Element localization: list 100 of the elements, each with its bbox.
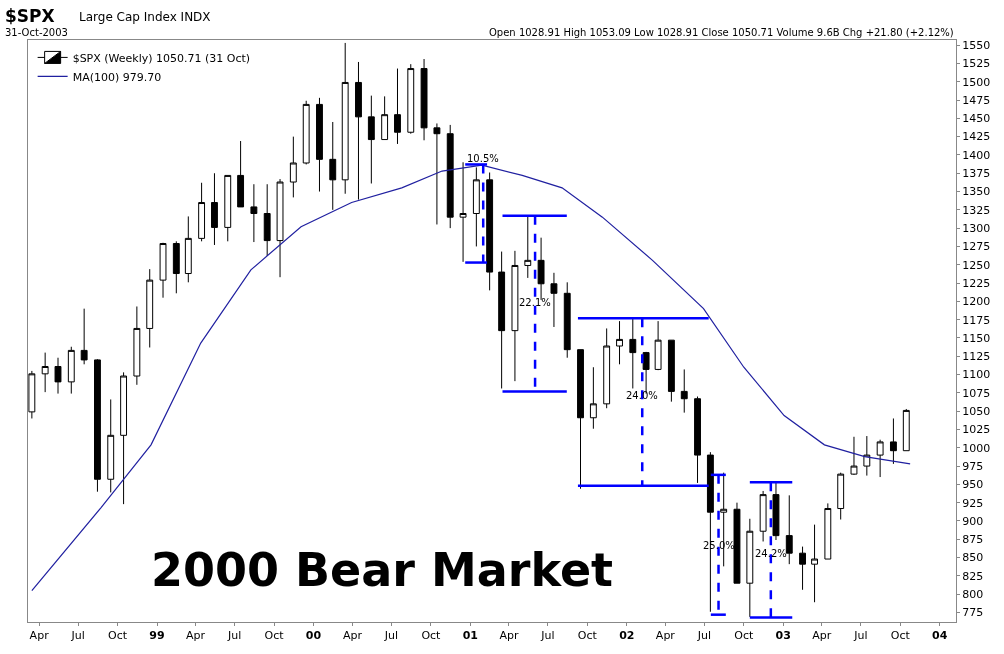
candlestick: [341, 42, 349, 195]
candlestick: [785, 494, 793, 565]
candlestick: [407, 63, 415, 135]
candlestick: [889, 417, 897, 465]
annotation: 2000 Bear Market: [151, 543, 614, 597]
candlestick: [94, 358, 101, 493]
candlestick: [54, 357, 62, 395]
chart-title: $SPX: [5, 6, 55, 26]
candlestick: [850, 436, 858, 476]
candlestick: [486, 172, 494, 291]
x-tick-label: Jul: [226, 629, 242, 643]
candlestick: [667, 339, 675, 403]
y-tick-label: 1375: [962, 167, 991, 181]
y-tick-label: 975: [962, 459, 984, 473]
candlestick: [550, 272, 558, 328]
y-tick-label: 1000: [962, 441, 991, 455]
x-tick-label: Oct: [734, 629, 755, 643]
x-tick-label: Oct: [421, 629, 442, 643]
y-tick-label: 1125: [962, 350, 991, 364]
y-tick-label: 900: [962, 514, 984, 528]
candlestick: [511, 250, 519, 382]
x-tick-label: Apr: [812, 629, 832, 643]
candlestick: [120, 371, 128, 505]
y-tick-label: 1300: [962, 221, 991, 235]
y-tick-label: 1325: [962, 203, 991, 217]
candlestick: [198, 182, 206, 242]
candlestick: [902, 408, 910, 452]
x-tick-label: Apr: [29, 629, 50, 643]
y-tick-label: 875: [962, 533, 984, 547]
candlestick: [589, 366, 597, 430]
candlestick: [680, 368, 688, 414]
x-tick-label: Apr: [342, 629, 363, 643]
candlestick: [603, 327, 611, 409]
candlestick: [237, 140, 245, 208]
y-tick-label: 775: [962, 606, 984, 620]
candlestick: [381, 95, 389, 141]
y-tick-label: 1400: [962, 148, 991, 162]
x-tick-label: Jul: [696, 629, 712, 643]
candlestick: [159, 242, 167, 299]
x-tick-label: Jul: [853, 629, 868, 643]
y-tick-label: 1500: [962, 75, 991, 89]
y-tick-label: 825: [962, 569, 984, 583]
x-tick-label: Oct: [890, 629, 911, 643]
candlestick: [367, 95, 375, 184]
y-tick-label: 1250: [962, 258, 991, 272]
x-tick-label: 02: [619, 629, 635, 643]
candlestick: [577, 349, 584, 490]
text: Open 1028.91 High 1053.09 Low 1028.91 Close 1050.71 Volume 9.6B Chg +21.80 (+2.12%): [489, 27, 954, 38]
y-tick-label: 1275: [962, 240, 991, 254]
candlestick: [41, 352, 49, 393]
y-tick-label: 1075: [962, 386, 991, 400]
annotation: 24.2%: [755, 548, 787, 559]
y-tick-label: 1050: [962, 405, 991, 419]
x-tick-label: Apr: [655, 629, 676, 643]
candlestick: [263, 183, 271, 257]
candlestick: [394, 68, 401, 145]
candlestick: [694, 396, 701, 484]
candlestick: [837, 472, 845, 521]
x-tick-label: Apr: [499, 629, 519, 643]
candlestick: [629, 318, 637, 389]
y-tick-label: 1425: [962, 130, 991, 144]
chart-subtitle: Large Cap Index INDX: [79, 10, 211, 24]
candlestick: [733, 502, 741, 584]
candlestick: [224, 174, 232, 242]
x-tick-label: Oct: [108, 629, 128, 643]
y-tick-label: 850: [962, 551, 984, 565]
candlestick: [133, 305, 141, 386]
annotation: 22.1%: [519, 297, 551, 308]
y-tick-label: 950: [962, 478, 984, 492]
candlestick: [498, 251, 506, 389]
candlestick: [250, 183, 258, 243]
candlestick: [329, 121, 337, 211]
y-tick-label: 1225: [962, 276, 991, 290]
candlestick: [172, 240, 180, 294]
text: 31-Oct-2003: [5, 27, 68, 38]
y-tick-label: 1350: [962, 185, 991, 199]
candlestick: [316, 97, 323, 193]
x-tick-label: 03: [775, 629, 791, 643]
candlestick: [746, 518, 754, 618]
candlestick: [420, 58, 428, 141]
x-tick-label: Apr: [186, 629, 206, 643]
x-tick-label: Jul: [70, 629, 85, 643]
y-tick-label: 1100: [962, 368, 991, 382]
candlestick: [67, 346, 75, 395]
x-tick-label: Jul: [540, 629, 555, 643]
x-tick-label: 04: [932, 629, 948, 643]
candlestick: [563, 281, 571, 359]
y-tick-label: 1450: [962, 112, 991, 126]
annotation: 10.5%: [467, 153, 499, 164]
candlestick: [811, 524, 818, 603]
y-tick-label: 800: [962, 588, 984, 602]
candlestick: [80, 308, 88, 365]
y-tick-label: 1200: [962, 295, 991, 309]
candlestick: [799, 546, 806, 591]
candlestick: [355, 61, 362, 201]
x-tick-label: Oct: [577, 629, 598, 643]
y-tick-label: 925: [962, 496, 984, 510]
y-tick-label: 1550: [962, 38, 991, 52]
candlestick: [759, 490, 767, 542]
x-tick-label: 01: [462, 629, 479, 643]
